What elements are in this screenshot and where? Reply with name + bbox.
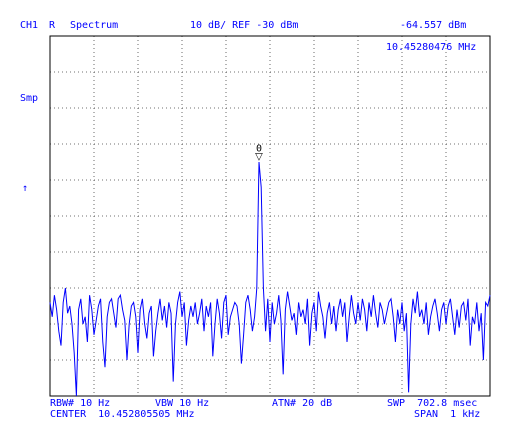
channel-label: CH1 [20,20,39,31]
marker-level-readout: -64.557 dBm [400,20,467,31]
span-label: SPAN 1 kHz [414,409,481,420]
marker-triangle-icon: ▽ [255,151,263,162]
mode-label: Spectrum [70,20,119,31]
vbw-label: VBW 10 Hz [155,398,210,409]
spectrum-trace [49,161,491,397]
reference-arrow-icon: ↑ [22,183,29,194]
attenuation-label: ATN# 20 dB [272,398,333,409]
marker-label: 0 [256,143,262,154]
center-freq-label: CENTER 10.452805505 MHz [50,409,195,420]
sweep-time-label: SWP 702.8 msec [387,398,478,409]
param-label: R [49,20,56,31]
plot-frame [49,35,491,397]
rbw-label: RBW# 10 Hz [50,398,111,409]
scale-label: 10 dB/ REF -30 dBm [190,20,299,31]
graticule [50,36,490,396]
sample-mode-label: Smp [20,93,39,104]
marker-freq-readout: 10.45280476 MHz [386,42,477,53]
